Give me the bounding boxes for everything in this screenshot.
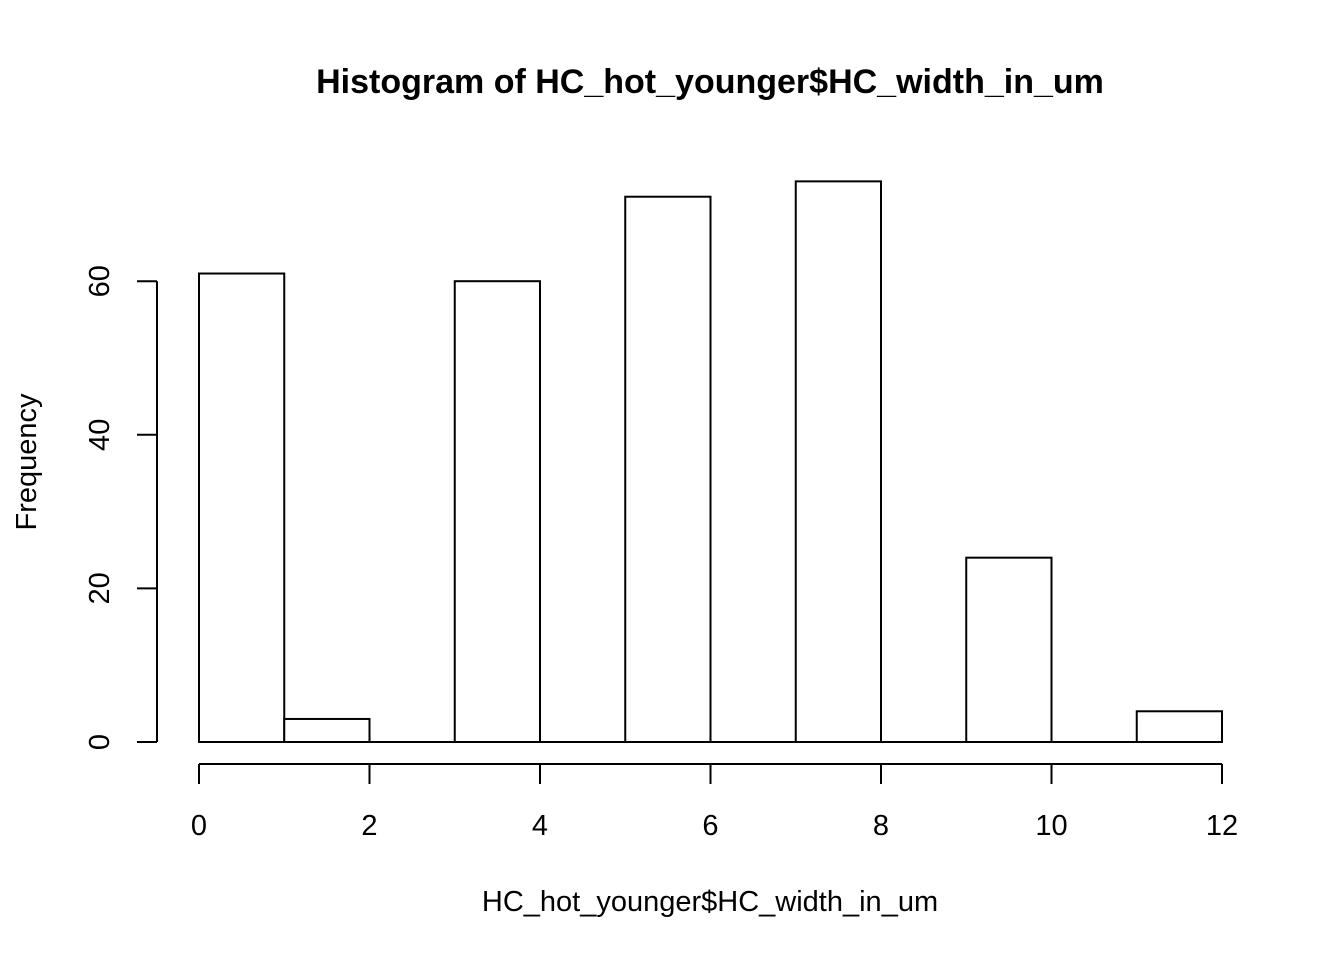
- x-axis-label: HC_hot_younger$HC_width_in_um: [482, 886, 938, 918]
- x-tick-label: 4: [532, 810, 548, 842]
- x-tick-label: 2: [361, 810, 377, 842]
- histogram-bar-1: [283, 717, 371, 744]
- histogram-bar-3: [453, 280, 541, 743]
- y-tick-label: 0: [84, 734, 116, 750]
- x-tick-label: 0: [191, 810, 207, 842]
- x-tick-label: 8: [873, 810, 889, 842]
- x-axis: 0 2 4 6 8 10 12: [191, 763, 1238, 842]
- histogram-bar-0: [198, 272, 286, 743]
- y-axis: 0 20 40 60: [84, 265, 158, 750]
- x-tick-label: 10: [1035, 810, 1067, 842]
- histogram-bar-7: [794, 180, 882, 744]
- x-tick-label: 6: [702, 810, 718, 842]
- y-axis-label: Frequency: [11, 393, 43, 531]
- histogram-bar-9: [965, 556, 1053, 743]
- bars-group: [198, 180, 1223, 744]
- y-tick-label: 60: [84, 265, 116, 297]
- x-tick-label: 12: [1206, 810, 1238, 842]
- y-tick-label: 20: [84, 572, 116, 604]
- y-tick-label: 40: [84, 419, 116, 451]
- histogram-bar-5: [624, 195, 712, 744]
- chart-title: Histogram of HC_hot_younger$HC_width_in_…: [316, 63, 1104, 101]
- histogram-bar-11: [1135, 710, 1223, 744]
